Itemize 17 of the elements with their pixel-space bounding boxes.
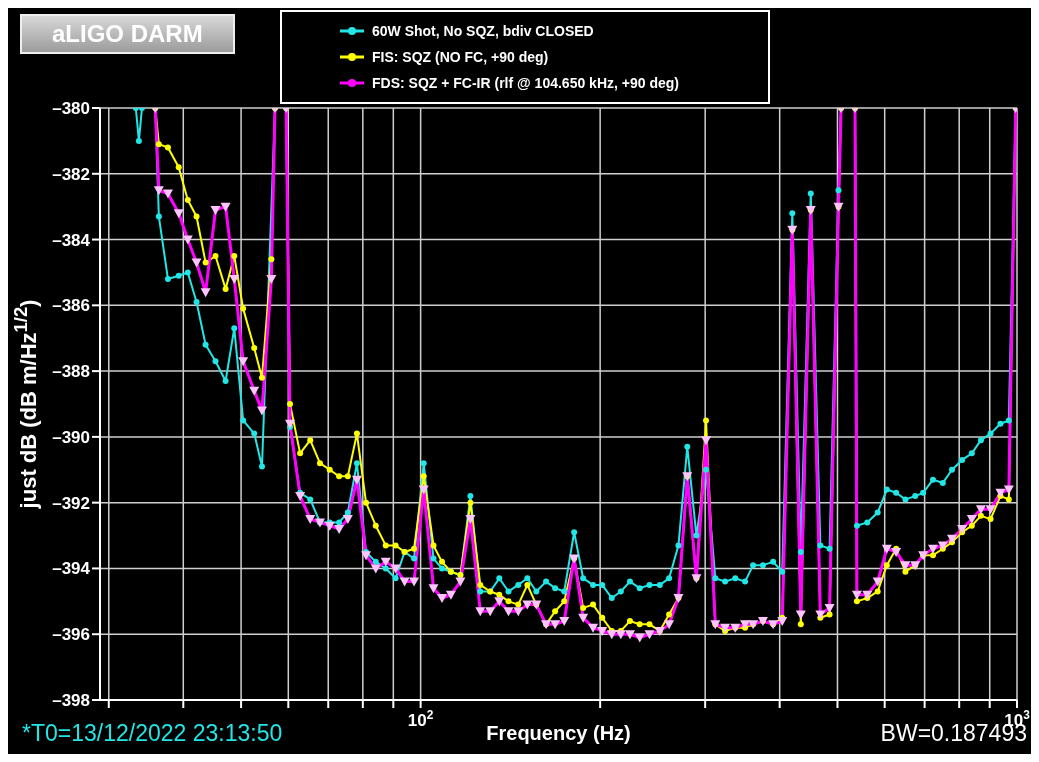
y-tick-label: –388 — [52, 362, 90, 382]
text: *T0=13/12/2022 23:13:50 — [22, 720, 283, 747]
y-tick-label: –384 — [52, 230, 91, 250]
y-tick-label: –396 — [52, 625, 90, 645]
x-axis-title: Frequency (Hz) — [486, 722, 631, 745]
y-tick-label: –398 — [52, 691, 90, 711]
legend-label: FIS: SQZ (NO FC, +90 deg) — [372, 49, 549, 65]
y-tick-label: –380 — [52, 99, 90, 119]
y-tick-label: –390 — [52, 427, 90, 447]
y-tick-label: –394 — [52, 559, 91, 579]
legend-label: FDS: SQZ + FC-IR (rlf @ 104.650 kHz, +90 deg) — [372, 75, 679, 91]
legend-label: 60W Shot, No SQZ, bdiv CLOSED — [372, 23, 594, 39]
y-tick-label: –382 — [52, 164, 90, 184]
chart-title: aLIGO DARM — [20, 14, 235, 54]
y-tick-label: –392 — [52, 493, 90, 513]
y-tick-label: –386 — [52, 296, 90, 316]
x-tick-label: 10$^{2}$ — [407, 708, 434, 730]
